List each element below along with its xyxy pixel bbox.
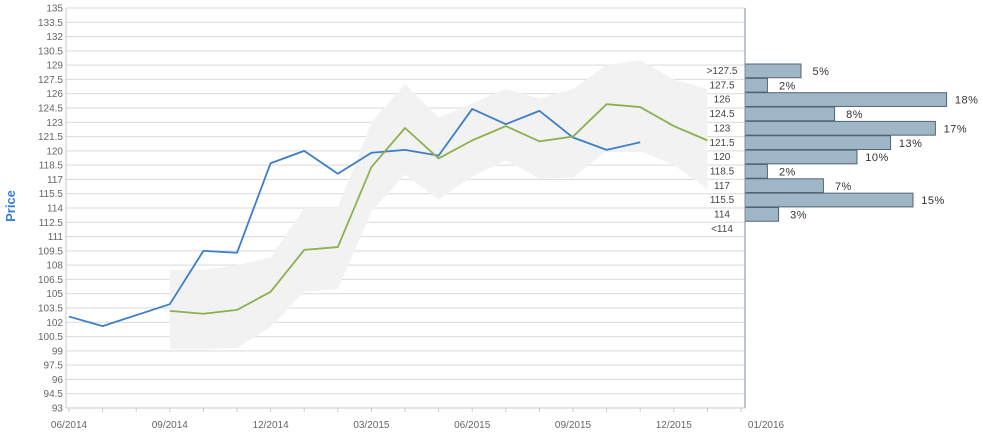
- series-layer: [68, 103, 708, 327]
- histogram-bin-label: 118.5: [710, 166, 735, 177]
- histogram-bin-label: >127.5: [707, 66, 738, 77]
- x-tick-label: 12/2015: [656, 420, 693, 431]
- x-tick-label: 09/2014: [152, 420, 189, 431]
- y-tick-label: 94.5: [44, 389, 64, 400]
- x-tick-label: 01/2016: [748, 420, 785, 431]
- histogram-bin-label: 126: [714, 95, 731, 106]
- histogram-bin-label: 127.5: [709, 80, 734, 91]
- histogram-bin-label: 121.5: [709, 138, 734, 149]
- y-tick-label: 103.5: [38, 304, 63, 315]
- histogram-bin-label: 114: [714, 210, 730, 221]
- y-tick-label: 96: [52, 375, 64, 386]
- forecast-band: [169, 60, 708, 349]
- y-tick-label: 93: [52, 404, 64, 415]
- x-tick-label: 12/2014: [253, 420, 290, 431]
- histogram-percent-label: 15%: [921, 195, 945, 207]
- histogram-bar: [744, 178, 824, 194]
- y-tick-label: 105: [46, 289, 63, 300]
- histogram-bin-label: 117: [714, 181, 730, 192]
- y-tick-label: 111: [48, 232, 64, 243]
- y-axis-title: Price: [3, 190, 18, 222]
- histogram-percent-label: 7%: [835, 181, 852, 193]
- histogram-percent-label: 8%: [846, 109, 863, 121]
- histogram-bin-label: 124.5: [709, 109, 734, 120]
- x-tick-label: 06/2014: [51, 420, 88, 431]
- y-tick-label: 135: [46, 4, 63, 15]
- histogram-bar: [744, 106, 836, 122]
- forecast-band-layer: [169, 60, 708, 349]
- y-tick-label: 118.5: [39, 161, 64, 172]
- histogram-bar: [744, 192, 914, 208]
- x-tick-label: 06/2015: [454, 420, 491, 431]
- y-tick-label: 99: [52, 346, 64, 357]
- y-tick-label: 127.5: [38, 75, 63, 86]
- y-tick-label: 120: [46, 146, 63, 157]
- y-tick-label: 130.5: [38, 46, 63, 57]
- x-tick-label: 03/2015: [353, 420, 390, 431]
- x-tick-label: 09/2015: [555, 420, 592, 431]
- histogram-bin-label: 115.5: [710, 195, 735, 206]
- histogram-bar: [744, 207, 780, 222]
- histogram-bin-label: 120: [714, 152, 731, 163]
- y-tick-label: 126: [46, 89, 63, 100]
- y-tick-label: 102: [46, 318, 63, 329]
- axis-layer: 93 94.5 96 97.5 99 100.5 102 103.5 105 106.5 108 10…: [38, 4, 785, 432]
- y-tick-label: 123: [46, 118, 63, 129]
- histogram-bar: [744, 77, 768, 93]
- y-tick-label: 100.5: [38, 332, 63, 343]
- histogram-bar: [744, 120, 936, 136]
- forecast-mean-line: [169, 103, 708, 315]
- y-tick-label: 129: [46, 61, 63, 72]
- histogram-percent-label: 17%: [944, 123, 968, 135]
- y-tick-label: 97.5: [44, 361, 64, 372]
- histogram-percent-label: 2%: [779, 166, 796, 178]
- y-tick-label: 106.5: [38, 275, 63, 286]
- y-tick-label: 133.5: [38, 18, 63, 29]
- histogram-bin-label: 123: [714, 123, 731, 134]
- histogram-percent-label: 2%: [779, 80, 796, 92]
- y-tick-label: 132: [46, 32, 63, 43]
- histogram-percent-label: 13%: [899, 138, 923, 150]
- histogram-percent-label: 10%: [865, 152, 889, 164]
- y-tick-label: 108: [46, 261, 63, 272]
- histogram-percent-label: 18%: [955, 95, 979, 107]
- y-tick-label: 124.5: [38, 104, 63, 115]
- y-tick-label: 115.5: [39, 189, 64, 200]
- actual-price-line: [68, 108, 641, 327]
- y-tick-label: 121.5: [38, 132, 63, 143]
- histogram-percent-label: 3%: [790, 210, 807, 222]
- histogram-bar: [744, 163, 768, 179]
- histogram-percent-label: 5%: [813, 66, 830, 78]
- histogram-bar: [744, 149, 858, 165]
- histogram-bar: [744, 92, 948, 107]
- histogram-layer: >127.5 5% 127.5 2% 126 18% 124.5 8% 123 17% 121.5 1…: [707, 63, 979, 235]
- y-tick-label: 117: [47, 175, 63, 186]
- histogram-bar: [744, 135, 892, 150]
- y-tick-label: 109.5: [38, 246, 63, 257]
- y-tick-label: 114: [47, 204, 63, 215]
- y-tick-label: 112.5: [39, 218, 64, 229]
- histogram-bar: [744, 63, 802, 79]
- histogram-bin-label: <114: [711, 224, 733, 235]
